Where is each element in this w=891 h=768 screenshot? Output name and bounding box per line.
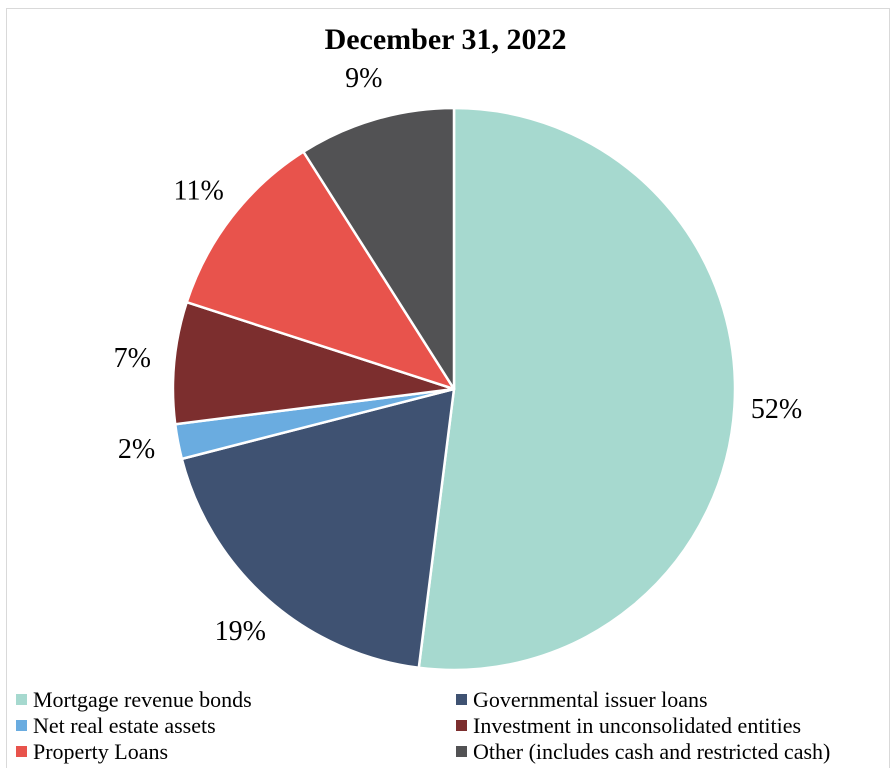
legend-item-governmental-issuer-loans: Governmental issuer loans	[456, 687, 708, 712]
pie-label-governmental-issuer-loans: 19%	[215, 616, 266, 647]
chart-title: December 31, 2022	[324, 23, 567, 56]
pie-slice-investment-in-unconsolidated-entities	[171, 300, 456, 426]
legend-label: Mortgage revenue bonds	[33, 687, 252, 712]
legend-swatch	[456, 746, 467, 757]
pie-slices	[171, 106, 737, 672]
legend-item-other: Other (includes cash and restricted cash…	[456, 739, 830, 764]
pie-label-other: 9%	[345, 63, 382, 94]
legend-swatch	[16, 720, 27, 731]
legend-item-investment-in-unconsolidated-entities: Investment in unconsolidated entities	[456, 713, 801, 738]
legend-item-mortgage-revenue-bonds: Mortgage revenue bonds	[16, 687, 252, 712]
pie-chart: 52% 19% 2% 7% 11% 9%	[114, 63, 803, 672]
pie-slice-mortgage-revenue-bonds	[417, 106, 737, 672]
pie-slice-governmental-issuer-loans	[180, 387, 456, 670]
legend-label: Investment in unconsolidated entities	[473, 713, 802, 738]
legend-swatch	[456, 720, 467, 731]
legend: Mortgage revenue bonds Governmental issu…	[16, 687, 891, 768]
pie-label-investment-in-unconsolidated-entities: 7%	[114, 343, 151, 374]
legend-label: Other (includes cash and restricted cash…	[473, 739, 831, 764]
legend-item-net-real-estate-assets: Net real estate assets	[16, 713, 216, 738]
legend-label: Property Loans	[33, 739, 169, 764]
pie-label-net-real-estate-assets: 2%	[118, 434, 155, 465]
pie-label-property-loans: 11%	[174, 175, 224, 206]
pie-label-mortgage-revenue-bonds: 52%	[751, 394, 802, 425]
legend-swatch	[456, 694, 467, 705]
pie-labels: 52% 19% 2% 7% 11% 9%	[114, 63, 803, 647]
legend-label: Governmental issuer loans	[473, 687, 708, 712]
pie-slice-property-loans	[185, 150, 456, 391]
legend-swatch	[16, 694, 27, 705]
pie-slice-other	[302, 106, 456, 391]
legend-label: Net real estate assets	[33, 713, 216, 738]
legend-item-property-loans: Property Loans	[16, 739, 168, 764]
legend-swatch	[16, 746, 27, 757]
